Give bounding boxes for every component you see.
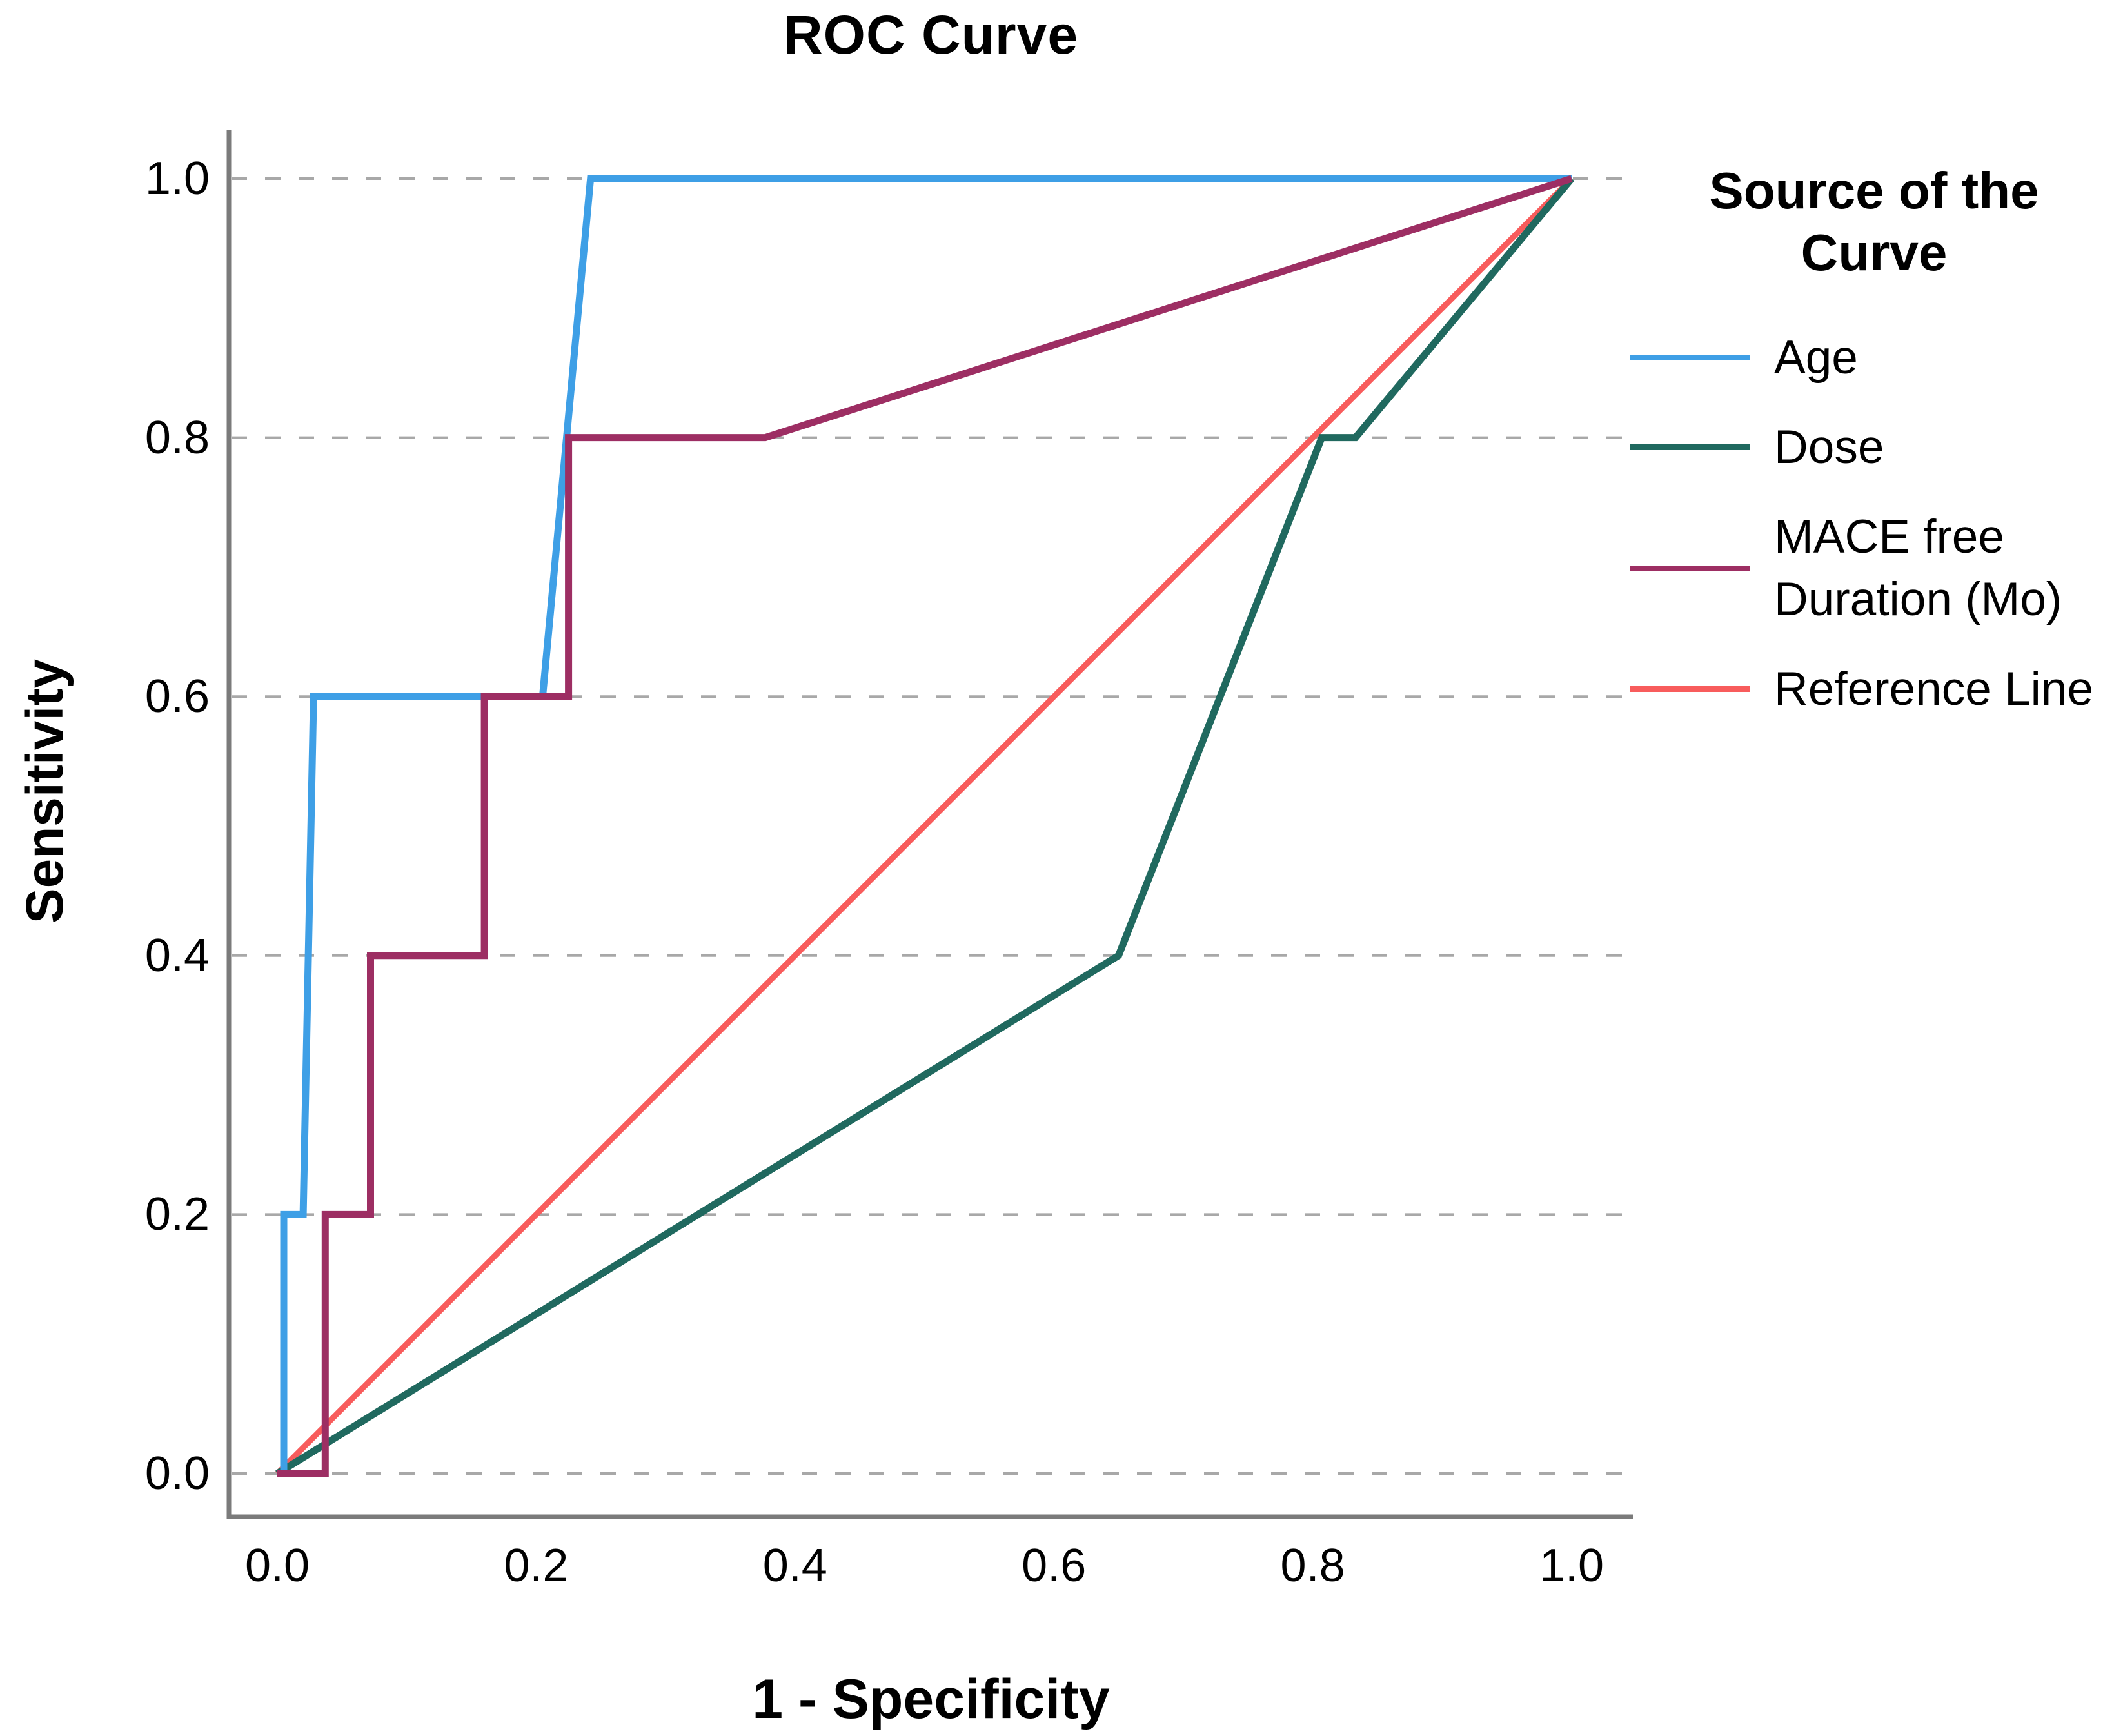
x-tick-0.6: 0.6 [1022,1540,1087,1592]
roc-curve-age [277,175,1572,1477]
legend-swatch [1630,355,1750,361]
y-tick-1.0: 1.0 [144,153,210,204]
legend-item-age: Age [1625,326,2123,389]
legend-title-line1: Source of the [1709,162,2039,219]
legend-label: Age [1774,331,1858,384]
legend-swatch [1630,444,1750,451]
x-tick-0.0: 0.0 [244,1540,310,1592]
legend-swatch [1630,686,1750,693]
legend-item-dose: Dose [1625,416,2123,478]
y-tick-0.2: 0.2 [144,1189,210,1241]
legend-item-reference-line: Reference Line [1625,658,2123,720]
legend-label: Reference Line [1774,663,2094,716]
y-tick-0.4: 0.4 [144,929,210,981]
legend-item-mace-free: MACE free Duration (Mo) [1625,506,2123,631]
x-tick-1.0: 1.0 [1539,1540,1605,1592]
y-tick-0.6: 0.6 [144,671,210,723]
x-tick-0.4: 0.4 [762,1540,827,1592]
legend: Source of the Curve Age Dose MACE free Dura… [1625,160,2123,747]
roc-curve-reference-line [275,176,1574,1476]
legend-title-line2: Curve [1801,224,1948,281]
legend-items: Age Dose MACE free Duration (Mo) Reference L… [1625,326,2123,720]
y-tick-0.8: 0.8 [144,411,210,464]
legend-label: MACE free Duration (Mo) [1774,511,2062,626]
y-tick-0.0: 0.0 [144,1448,210,1499]
legend-title: Source of the Curve [1625,160,2123,284]
chart-title: ROC Curve [783,5,1079,65]
x-tick-0.2: 0.2 [504,1540,569,1592]
legend-label: Dose [1774,421,1884,474]
roc-curve-mace-free-duration-mo- [277,175,1573,1477]
x-axis-title: 1 - Specificity [752,1668,1110,1730]
legend-swatch [1630,565,1750,571]
roc-curve-dose [275,176,1575,1477]
x-tick-0.8: 0.8 [1280,1540,1345,1592]
